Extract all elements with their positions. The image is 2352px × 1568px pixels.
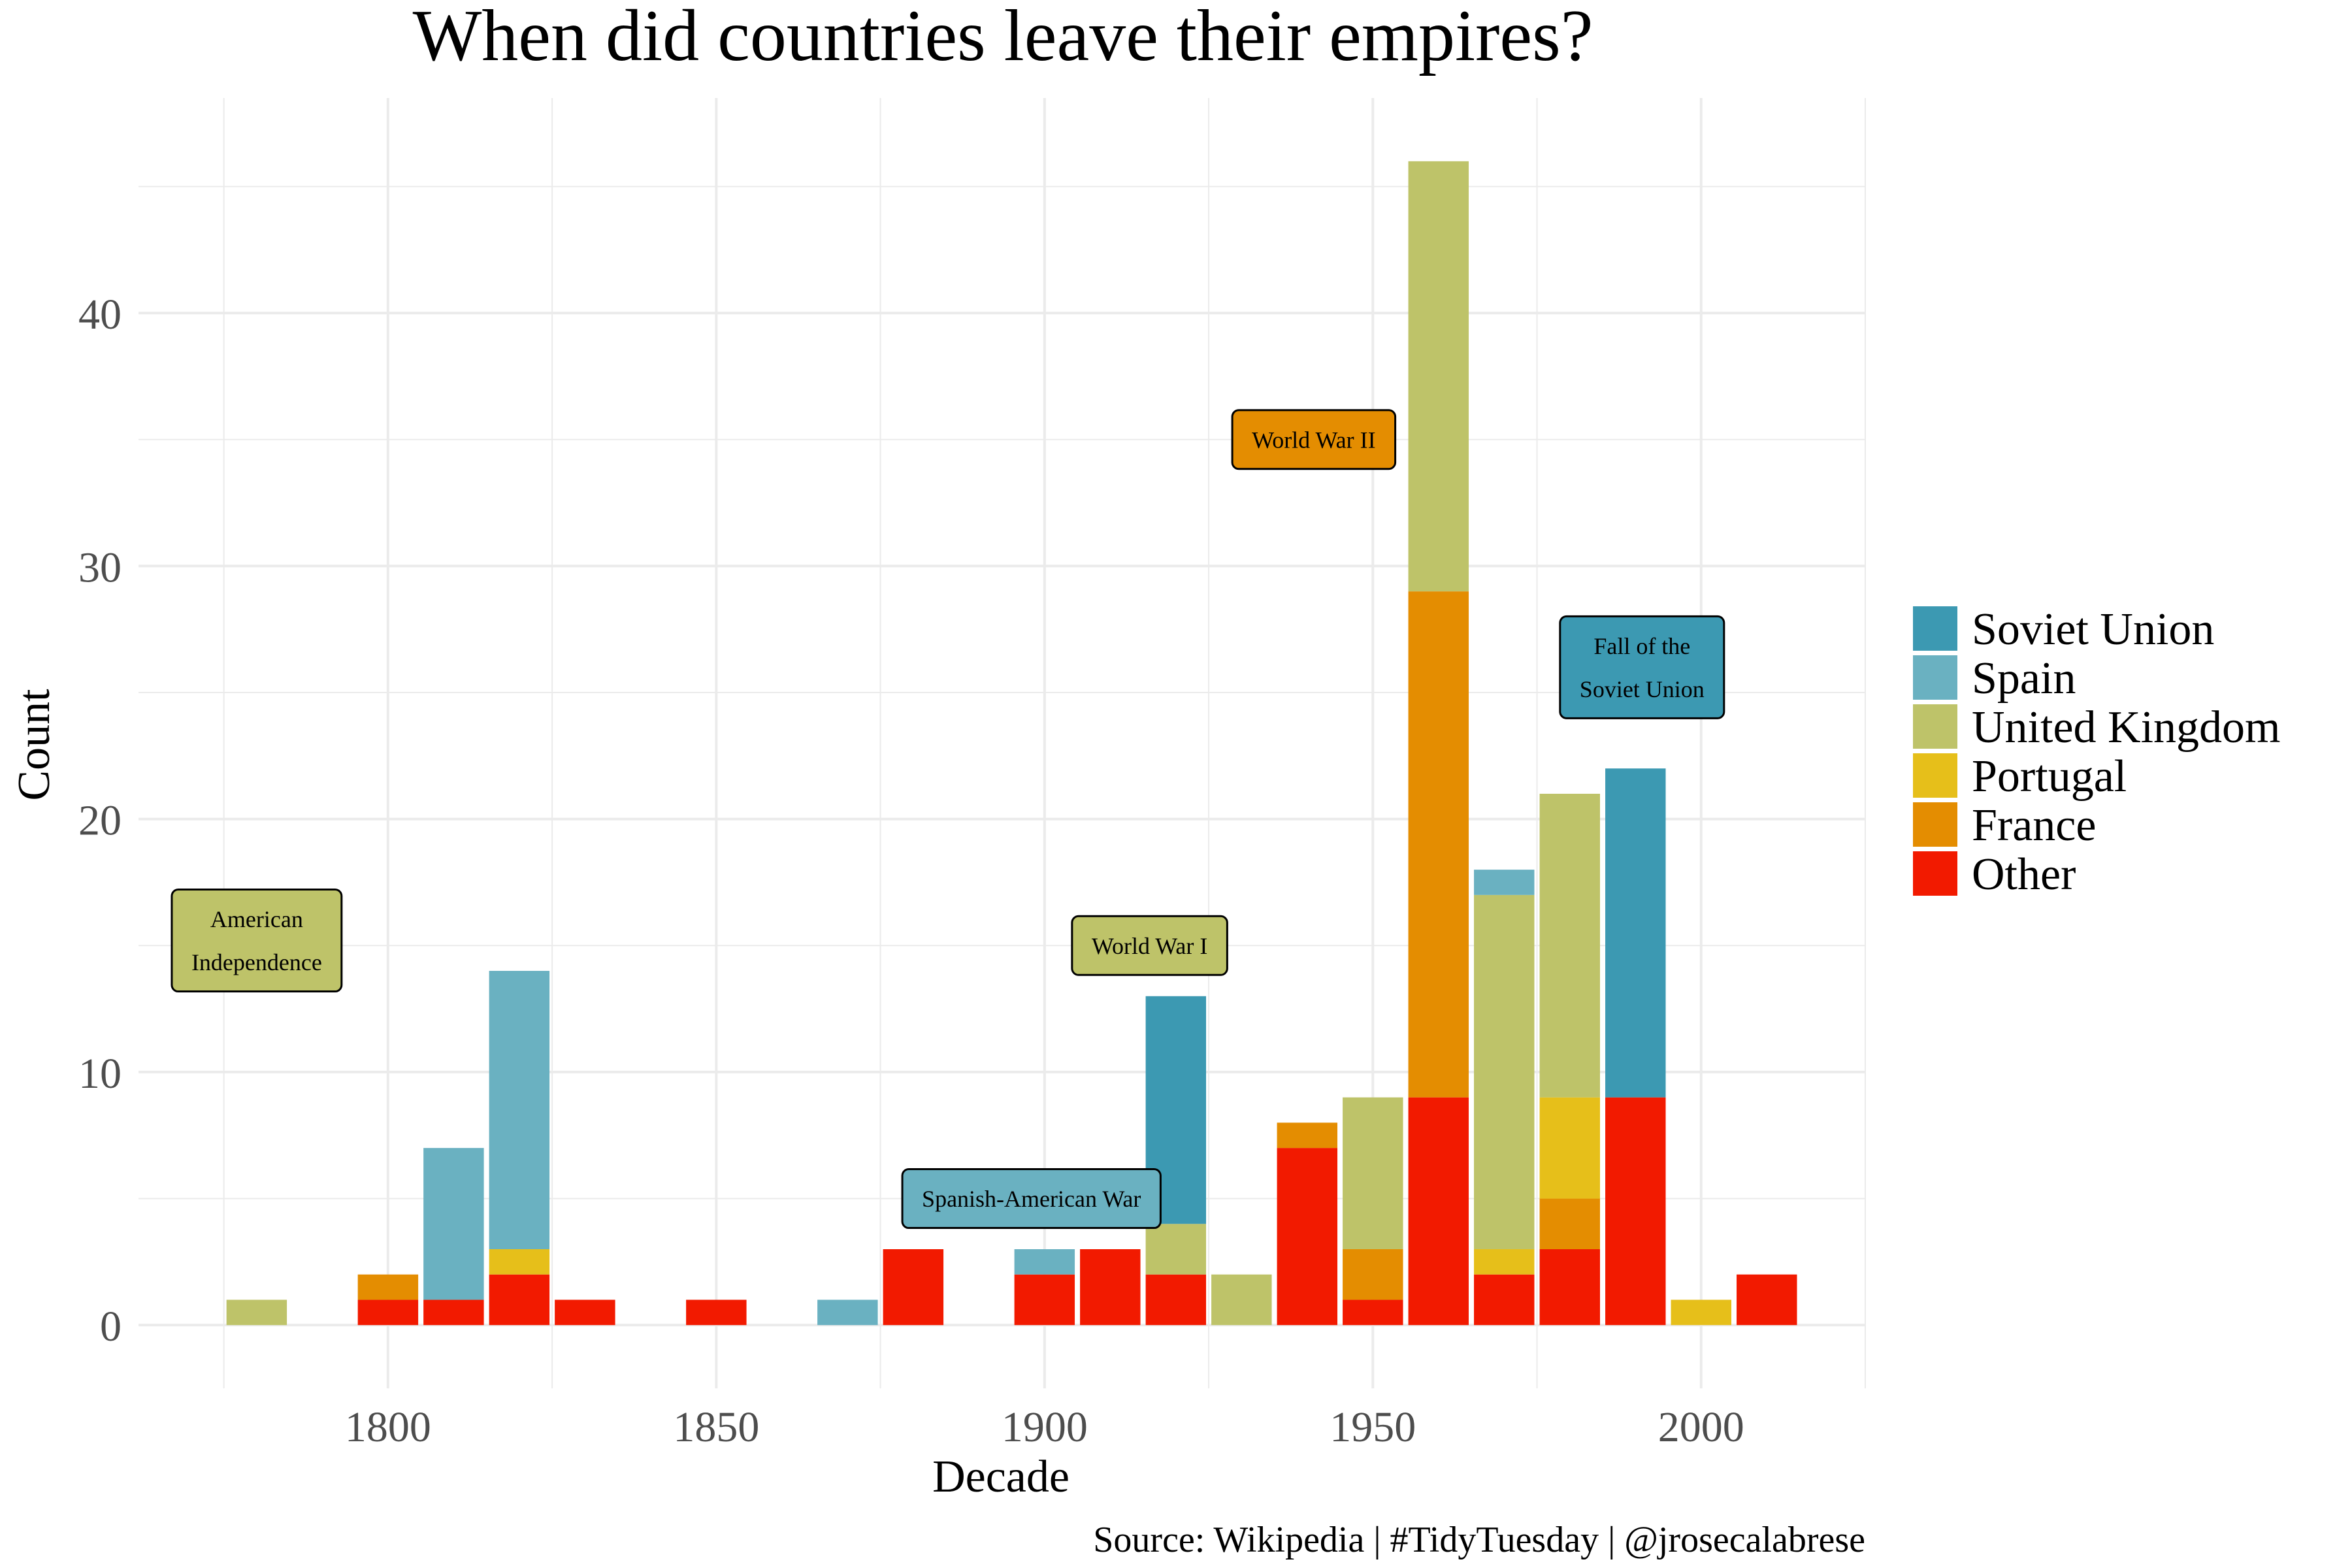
x-tick-label: 1900: [1002, 1403, 1088, 1451]
bar-other: [1408, 1097, 1469, 1326]
bar-other: [1145, 1274, 1207, 1326]
annotation-text: Fall of the: [1593, 633, 1690, 659]
bar-other: [883, 1249, 944, 1326]
bar-spain: [423, 1148, 484, 1300]
bar-portugal: [489, 1249, 550, 1275]
bar-other: [1539, 1249, 1601, 1326]
bar-other: [1014, 1274, 1075, 1326]
bar-portugal: [1671, 1299, 1731, 1326]
annotation-box: [1559, 615, 1725, 719]
annotations: American Independence Spanish-American War…: [171, 409, 1725, 1230]
bar-france: [1408, 591, 1469, 1098]
x-tick-label: 1850: [673, 1403, 759, 1451]
annotation-box: [1231, 409, 1397, 470]
annotation-box: [171, 889, 343, 993]
legend-label-other: Other: [1972, 849, 2076, 900]
x-tick-label: 1800: [345, 1403, 431, 1451]
y-tick-label: 20: [78, 797, 122, 845]
y-tick-label: 30: [78, 544, 122, 591]
bar-other: [489, 1274, 550, 1326]
bars: [226, 161, 1797, 1326]
legend-label-united-kingdom: United Kingdom: [1972, 702, 2280, 753]
bar-other: [1343, 1299, 1403, 1326]
bar-other: [555, 1299, 615, 1326]
bar-other: [1474, 1274, 1535, 1326]
bar-other: [1080, 1249, 1141, 1326]
x-axis-label: Decade: [932, 1452, 1070, 1502]
bar-united-kingdom: [1408, 161, 1469, 592]
annotation-label: Spanish-American War: [901, 1168, 1162, 1230]
bar-spain: [489, 971, 550, 1250]
bar-soviet-union: [1605, 768, 1666, 1098]
annotation-label: World War II: [1231, 409, 1397, 470]
axis-ticks: 0 10 20 30 40 1800 1850 1900 1950 2000: [78, 291, 1744, 1451]
grid: [139, 98, 1866, 1388]
legend-label-soviet-union: Soviet Union: [1972, 604, 2214, 655]
bar-united-kingdom: [1145, 1224, 1207, 1275]
bar-portugal: [1474, 1249, 1535, 1275]
legend-swatch-united-kingdom: [1913, 704, 1957, 749]
annotation-box: [1071, 915, 1228, 976]
annotation-label: World War I: [1071, 915, 1228, 976]
bar-spain: [1014, 1249, 1075, 1275]
bar-spain: [1474, 870, 1535, 895]
annotation-label: American Independence: [171, 889, 343, 993]
y-tick-label: 40: [78, 291, 122, 338]
legend-swatch-spain: [1913, 655, 1957, 700]
bar-other: [1277, 1148, 1338, 1326]
x-tick-label: 2000: [1658, 1403, 1744, 1451]
y-axis-label: Count: [9, 689, 59, 801]
bar-other: [423, 1299, 484, 1326]
legend-label-spain: Spain: [1972, 653, 2076, 704]
bar-france: [357, 1274, 419, 1300]
legend-swatch-soviet-union: [1913, 606, 1957, 651]
annotation-text: World War II: [1252, 427, 1375, 453]
bar-other: [357, 1299, 419, 1326]
bar-france: [1539, 1198, 1601, 1250]
y-tick-label: 0: [100, 1303, 122, 1350]
x-tick-label: 1950: [1330, 1403, 1416, 1451]
bar-united-kingdom: [1211, 1274, 1272, 1326]
bar-united-kingdom: [1474, 894, 1535, 1250]
annotation-label: Fall of the Soviet Union: [1559, 615, 1725, 719]
annotation-text: World War I: [1092, 933, 1208, 959]
bar-other: [1737, 1274, 1797, 1326]
bar-united-kingdom: [1539, 793, 1601, 1098]
chart-title: When did countries leave their empires?: [413, 0, 1593, 76]
legend-label-portugal: Portugal: [1972, 751, 2127, 802]
bar-other: [1605, 1097, 1666, 1326]
legend-swatch-other: [1913, 851, 1957, 896]
chart-caption: Source: Wikipedia | #TidyTuesday | @jros…: [1093, 1520, 1865, 1560]
annotation-box: [901, 1168, 1162, 1230]
bar-united-kingdom: [1343, 1097, 1403, 1250]
bar-portugal: [1539, 1097, 1601, 1199]
bar-other: [686, 1299, 747, 1326]
legend-swatch-france: [1913, 802, 1957, 847]
annotation-text: Spanish-American War: [922, 1186, 1141, 1212]
legend-label-france: France: [1972, 800, 2096, 851]
bar-france: [1343, 1249, 1403, 1300]
bar-united-kingdom: [226, 1299, 287, 1326]
legend-swatch-portugal: [1913, 753, 1957, 798]
bar-spain: [817, 1299, 878, 1326]
annotation-text: Soviet Union: [1580, 676, 1705, 702]
y-tick-label: 10: [78, 1050, 122, 1098]
bar-france: [1277, 1122, 1338, 1149]
annotation-text: Independence: [191, 949, 322, 975]
annotation-text: American: [210, 906, 303, 932]
